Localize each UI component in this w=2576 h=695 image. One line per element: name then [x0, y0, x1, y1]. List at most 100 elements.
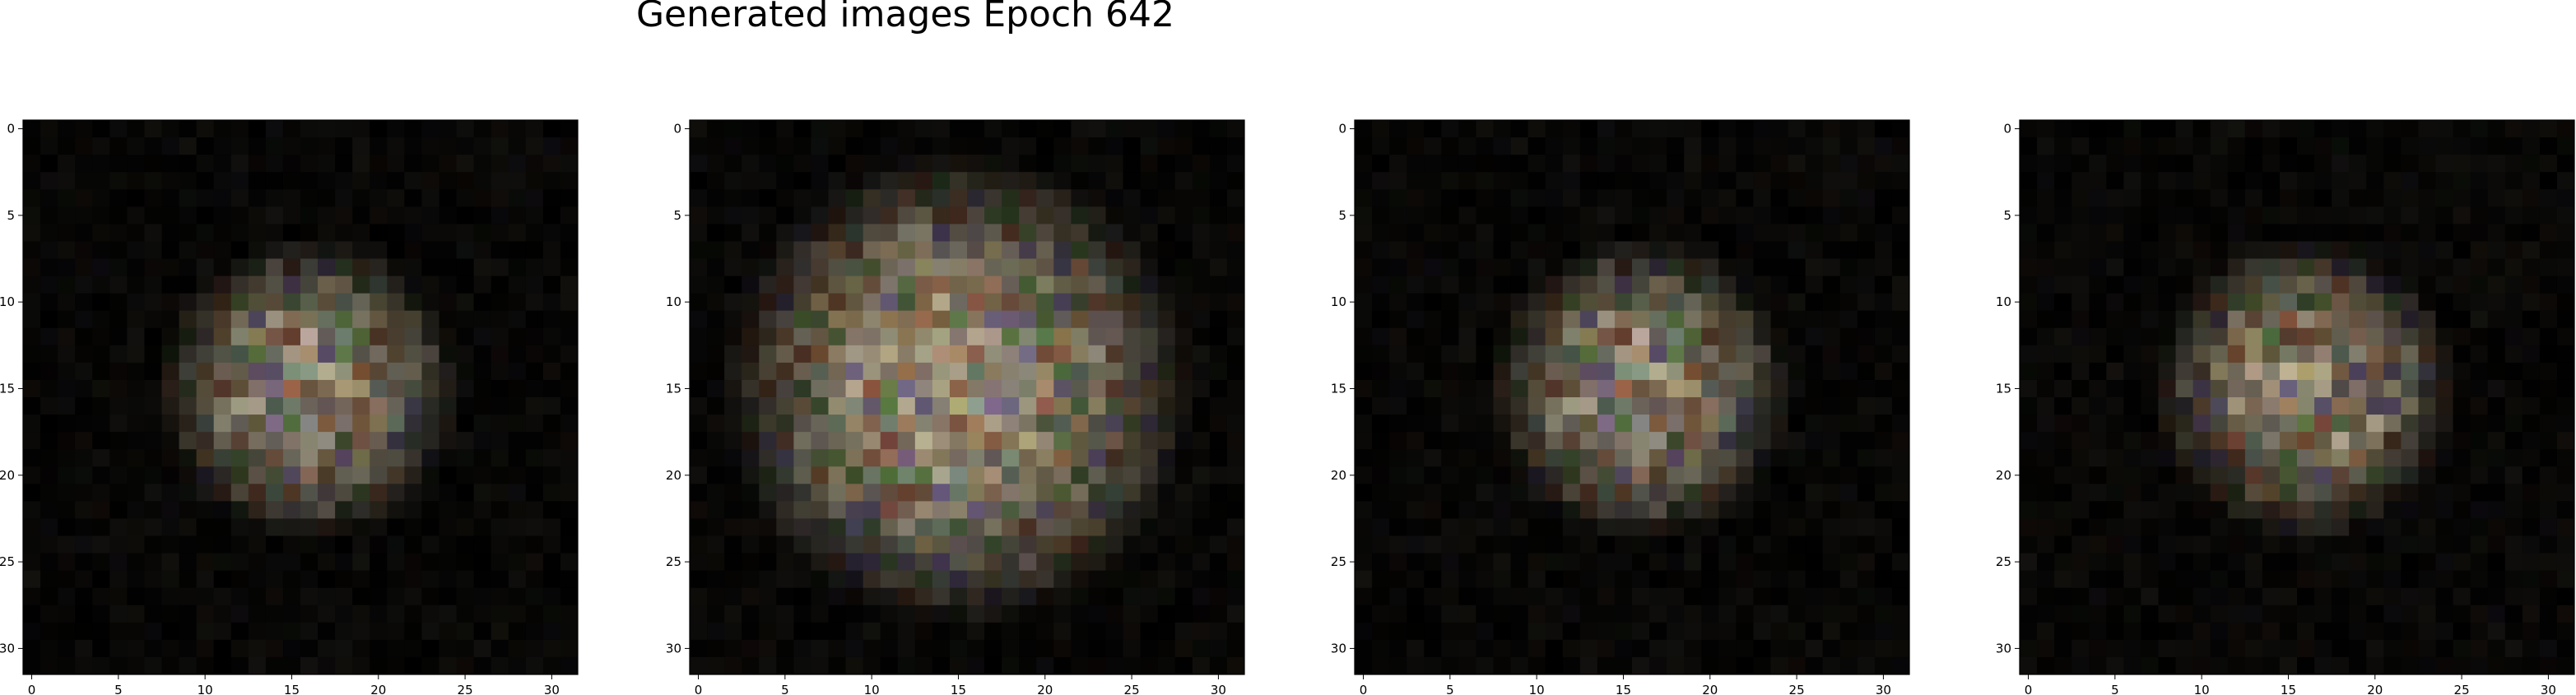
pixel-cell	[2227, 310, 2246, 329]
pixel-cell	[1019, 137, 1037, 155]
pixel-cell	[421, 449, 439, 467]
pixel-cell	[179, 553, 198, 572]
pixel-cell	[1407, 639, 1425, 658]
pixel-cell	[2192, 345, 2211, 364]
pixel-cell	[1209, 293, 1228, 312]
pixel-cell	[1174, 241, 1193, 259]
pixel-cell	[2210, 310, 2229, 329]
pixel-cell	[1123, 605, 1142, 623]
pixel-cell	[1788, 656, 1806, 675]
pixel-cell	[92, 622, 110, 641]
pixel-cell	[387, 224, 405, 242]
pixel-cell	[949, 466, 968, 484]
pixel-cell	[2123, 622, 2141, 641]
pixel-cell	[2106, 587, 2124, 606]
pixel-cell	[318, 293, 336, 312]
pixel-cell	[75, 415, 93, 433]
pixel-cell	[1545, 535, 1564, 554]
pixel-cell	[828, 137, 847, 155]
pixel-cell	[1424, 206, 1442, 225]
pixel-cell	[1753, 327, 1771, 346]
pixel-cell	[1632, 276, 1650, 294]
pixel-cell	[845, 327, 864, 346]
pixel-cell	[1510, 327, 1529, 346]
pixel-cell	[75, 656, 93, 675]
pixel-cell	[2020, 310, 2038, 329]
pixel-cell	[456, 327, 475, 346]
pixel-cell	[1891, 379, 1910, 398]
pixel-cell	[248, 656, 267, 675]
pixel-cell	[1597, 466, 1616, 484]
pixel-cell	[508, 397, 527, 415]
pixel-cell	[2071, 258, 2090, 277]
pixel-cell	[473, 397, 492, 415]
pixel-cell	[2556, 466, 2575, 484]
pixel-cell	[1053, 397, 1072, 415]
pixel-cell	[352, 379, 370, 398]
pixel-cell	[2470, 276, 2489, 294]
pixel-cell	[2037, 224, 2055, 242]
pixel-cell	[2158, 172, 2177, 190]
pixel-cell	[2175, 553, 2194, 572]
pixel-cell	[1476, 362, 1494, 381]
pixel-cell	[1684, 224, 1702, 242]
pixel-cell	[1123, 415, 1142, 433]
pixel-cell	[2141, 553, 2159, 572]
pixel-cell	[2227, 120, 2246, 138]
pixel-cell	[421, 518, 439, 536]
pixel-cell	[1123, 172, 1142, 190]
pixel-cell	[793, 120, 811, 138]
pixel-cell	[230, 553, 249, 572]
pixel-cell	[2020, 397, 2038, 415]
pixel-cell	[2366, 189, 2384, 207]
pixel-cell	[144, 345, 162, 364]
pixel-cell	[2262, 137, 2281, 155]
pixel-cell	[491, 501, 509, 519]
pixel-cell	[793, 535, 811, 554]
pixel-cell	[560, 415, 579, 433]
pixel-cell	[109, 518, 128, 536]
pixel-cell	[40, 362, 58, 381]
pixel-cell	[1684, 276, 1702, 294]
pixel-cell	[707, 535, 725, 554]
pixel-cell	[2349, 345, 2367, 364]
pixel-cell	[1192, 206, 1211, 225]
pixel-cell	[179, 206, 198, 225]
pixel-cell	[2089, 276, 2107, 294]
pixel-cell	[2227, 449, 2246, 467]
y-tick-label: 0	[673, 122, 681, 137]
pixel-cell	[845, 605, 864, 623]
pixel-cell	[724, 605, 742, 623]
pixel-cell	[2279, 224, 2298, 242]
pixel-cell	[1649, 137, 1667, 155]
pixel-cell	[2401, 466, 2419, 484]
pixel-cell	[949, 310, 968, 329]
pixel-cell	[1389, 258, 1407, 277]
pixel-cell	[300, 137, 319, 155]
pixel-cell	[1891, 535, 1910, 554]
pixel-cell	[265, 501, 284, 519]
pixel-cell	[213, 137, 232, 155]
pixel-cell	[984, 241, 1002, 259]
pixel-cell	[759, 415, 777, 433]
pixel-cell	[2349, 501, 2367, 519]
pixel-cell	[793, 656, 811, 675]
pixel-cell	[1805, 432, 1824, 450]
pixel-cell	[2366, 397, 2384, 415]
pixel-cell	[161, 415, 180, 433]
pixel-cell	[300, 535, 319, 554]
pixel-cell	[2470, 397, 2489, 415]
pixel-cell	[144, 310, 162, 329]
pixel-cell	[2158, 276, 2177, 294]
pixel-cell	[1770, 206, 1789, 225]
pixel-cell	[1701, 310, 1719, 329]
pixel-cell	[421, 155, 439, 173]
pixel-cell	[282, 137, 301, 155]
pixel-cell	[1545, 397, 1564, 415]
pixel-cell	[2123, 327, 2141, 346]
pixel-cell	[1718, 501, 1737, 519]
pixel-cell	[421, 535, 439, 554]
pixel-cell	[1545, 137, 1564, 155]
pixel-cell	[1226, 587, 1245, 606]
pixel-cell	[1839, 553, 1858, 572]
